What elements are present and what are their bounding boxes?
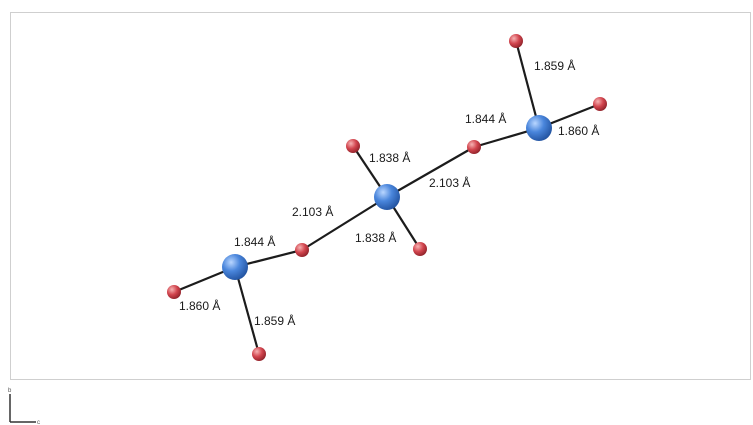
bond-length-label: 1.844 Å xyxy=(465,111,506,126)
oxygen-atom-o6[interactable] xyxy=(413,242,427,256)
metal-atom-v1[interactable] xyxy=(222,254,248,280)
oxygen-atom-o7[interactable] xyxy=(467,140,481,154)
bond-v2-o4[interactable] xyxy=(300,195,389,252)
oxygen-atom-o9[interactable] xyxy=(593,97,607,111)
molecule-scene[interactable]: 1.859 Å 1.860 Å 1.844 Å 1.838 Å 2.103 Å 2.103… xyxy=(11,13,752,381)
bond-length-label: 2.103 Å xyxy=(429,175,470,190)
orientation-axes: b c xyxy=(8,388,40,424)
oxygen-atom-o3[interactable] xyxy=(252,347,266,361)
bond-length-label: 1.838 Å xyxy=(355,230,396,245)
bond-v3-o8[interactable] xyxy=(514,39,541,130)
bond-length-label: 1.838 Å xyxy=(369,150,410,165)
bond-v2-o7[interactable] xyxy=(385,145,476,199)
oxygen-atom-o8[interactable] xyxy=(509,34,523,48)
bond-length-label: 1.860 Å xyxy=(558,123,599,138)
axis-right-label: c xyxy=(37,420,40,424)
structure-viewer[interactable]: 1.859 Å 1.860 Å 1.844 Å 1.838 Å 2.103 Å 2.103… xyxy=(10,12,751,380)
metal-atom-v3[interactable] xyxy=(526,115,552,141)
bond-length-label: 1.859 Å xyxy=(254,313,295,328)
bond-length-label: 1.844 Å xyxy=(234,234,275,249)
oxygen-atom-o1[interactable] xyxy=(167,285,181,299)
oxygen-atom-o5[interactable] xyxy=(346,139,360,153)
bond-v1-o3[interactable] xyxy=(233,265,261,356)
bond-length-label: 1.859 Å xyxy=(534,58,575,73)
metal-atom-v2[interactable] xyxy=(374,184,400,210)
axis-up-label: b xyxy=(8,388,12,394)
bond-length-label: 1.860 Å xyxy=(179,298,220,313)
bond-length-label: 2.103 Å xyxy=(292,204,333,219)
oxygen-atom-o4[interactable] xyxy=(295,243,309,257)
